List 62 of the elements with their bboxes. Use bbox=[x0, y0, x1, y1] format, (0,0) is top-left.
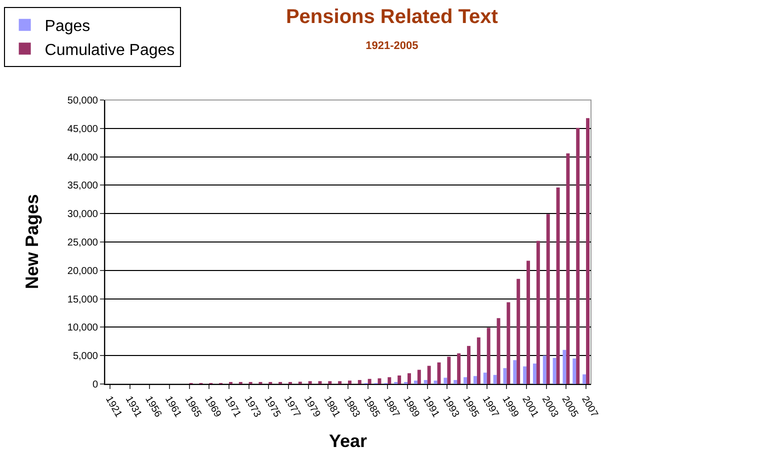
bar bbox=[476, 337, 480, 384]
bar bbox=[576, 128, 580, 384]
bar bbox=[503, 368, 507, 384]
bar bbox=[368, 378, 372, 384]
bar bbox=[523, 366, 527, 384]
bar bbox=[493, 374, 497, 384]
bar bbox=[496, 318, 500, 384]
legend-label: Pages bbox=[44, 18, 90, 36]
bar bbox=[556, 187, 560, 384]
bar bbox=[454, 380, 458, 384]
bar bbox=[473, 376, 477, 384]
y-tick-label: 5,000 bbox=[72, 351, 98, 362]
bar bbox=[552, 358, 556, 384]
bar bbox=[444, 378, 448, 384]
bar bbox=[427, 366, 431, 384]
y-tick-label: 0 bbox=[92, 380, 98, 390]
bar bbox=[506, 302, 510, 384]
bar bbox=[526, 260, 530, 384]
bar bbox=[308, 381, 312, 384]
y-tick-label: 45,000 bbox=[67, 124, 98, 135]
bar bbox=[464, 377, 468, 384]
bar bbox=[562, 350, 566, 384]
y-tick-label: 30,000 bbox=[67, 209, 98, 220]
bar bbox=[483, 372, 487, 384]
y-tick-label: 15,000 bbox=[67, 294, 98, 306]
bar bbox=[348, 380, 352, 384]
bar bbox=[513, 360, 517, 384]
bar bbox=[447, 356, 451, 384]
y-tick-label: 20,000 bbox=[67, 266, 98, 277]
y-tick-label: 50,000 bbox=[67, 96, 98, 106]
bar bbox=[318, 381, 322, 384]
bar bbox=[328, 381, 332, 384]
bar bbox=[414, 380, 418, 384]
bar bbox=[532, 364, 536, 384]
y-tick-label: 35,000 bbox=[67, 180, 98, 192]
bar bbox=[338, 381, 342, 384]
y-tick-label: 25,000 bbox=[67, 238, 98, 248]
bar bbox=[516, 278, 520, 384]
bar bbox=[417, 370, 421, 384]
bar bbox=[542, 356, 546, 384]
bar bbox=[467, 346, 470, 384]
bar bbox=[424, 380, 428, 384]
bar bbox=[586, 118, 590, 384]
bar bbox=[398, 375, 402, 384]
y-axis-title: New Pages bbox=[22, 194, 42, 290]
y-tick-label: 40,000 bbox=[67, 152, 98, 164]
legend-label: Cumulative Pages bbox=[44, 42, 175, 59]
bar bbox=[358, 380, 362, 384]
bar bbox=[566, 153, 570, 384]
chart-subtitle: 1921-2005 bbox=[366, 40, 418, 52]
bar bbox=[388, 377, 392, 384]
bar bbox=[536, 240, 540, 384]
bar bbox=[582, 374, 586, 384]
bar bbox=[486, 328, 490, 384]
bar bbox=[546, 214, 550, 384]
bar bbox=[572, 358, 576, 384]
bar bbox=[434, 380, 438, 384]
bar bbox=[408, 373, 411, 384]
chart-title: Pensions Related Text bbox=[286, 6, 498, 28]
bar bbox=[457, 353, 461, 384]
x-axis-title: Year bbox=[329, 431, 368, 451]
y-tick-label: 10,000 bbox=[67, 322, 98, 334]
